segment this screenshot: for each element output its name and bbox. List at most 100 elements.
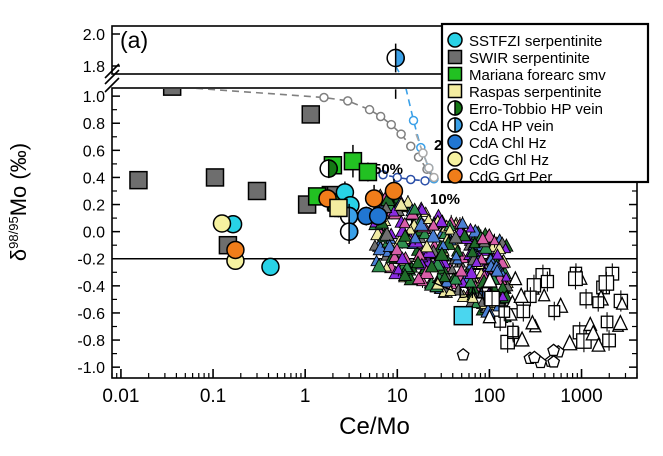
data-point-triangle — [404, 223, 417, 235]
mixing-curve — [415, 133, 435, 178]
legend-item[interactable]: Mariana forearc smv — [447, 66, 607, 84]
axis-break-slash — [104, 69, 120, 85]
data-point-triangle — [398, 216, 411, 229]
data-point-triangle — [419, 239, 434, 253]
y-tick-label: 2.0 — [83, 27, 105, 44]
legend-item[interactable]: CdA Chl Hz — [447, 134, 547, 152]
data-point-half-circle — [348, 222, 359, 241]
y-axis-label-text: δ98/95Mo (‰) — [6, 143, 31, 261]
data-point-square — [205, 168, 225, 187]
mixing-curve-node — [418, 148, 428, 158]
legend-marker-circle — [447, 134, 463, 150]
legend-item[interactable]: CdA HP vein — [447, 117, 554, 135]
legend-item[interactable]: Erro-Tobbio HP vein — [447, 100, 603, 118]
legend-item[interactable]: Raspas serpentinite — [447, 83, 602, 101]
data-point-open-triangle — [561, 333, 578, 351]
data-point-triangle — [411, 255, 425, 269]
mixing-curve-node — [343, 96, 353, 106]
data-point-circle — [384, 181, 404, 201]
data-point-square — [129, 170, 148, 190]
data-point-triangle — [397, 268, 412, 282]
legend-marker-square — [447, 49, 463, 65]
data-point-circle — [226, 240, 245, 260]
data-point-triangle — [491, 248, 504, 260]
mixing-curve-node — [364, 104, 375, 115]
data-point-square — [162, 89, 182, 96]
data-point-circle — [261, 257, 280, 277]
mixing-curve-node — [408, 115, 419, 126]
x-tick-label: 1000 — [560, 386, 602, 407]
data-point-triangle — [463, 275, 478, 288]
data-point-open-triangle — [537, 287, 551, 302]
data-point-triangle — [470, 298, 482, 309]
data-point-triangle — [464, 265, 479, 280]
legend-box — [440, 22, 650, 184]
data-point-open-pentagon — [547, 354, 561, 368]
y-tick-label: 0.6 — [83, 143, 105, 160]
data-point-triangle — [371, 257, 387, 273]
data-point-half-circle — [394, 48, 405, 68]
legend-label: Raspas serpentinite — [469, 84, 602, 101]
y-tick-label: 0.8 — [83, 116, 105, 133]
data-point-open-triangle — [591, 336, 606, 352]
data-point-triangle — [466, 291, 480, 303]
mixing-curve-node — [386, 119, 397, 130]
legend-label: SSTFZI serpentinite — [469, 33, 602, 50]
data-point-triangle — [418, 226, 432, 240]
legend-label: CdA HP vein — [469, 118, 554, 135]
legend-marker-square — [447, 66, 463, 82]
data-point-triangle — [448, 229, 463, 244]
data-point-triangle — [475, 231, 490, 245]
data-point-square — [343, 151, 363, 171]
data-point-open-triangle — [525, 314, 540, 330]
data-point-triangle — [392, 263, 405, 275]
data-point-open-triangle — [585, 324, 602, 341]
legend-item[interactable]: SWIR serpentinite — [447, 49, 590, 67]
legend-item[interactable]: CdG Grt Per — [447, 168, 552, 186]
mixing-percent-label: 50% — [373, 161, 403, 178]
data-point-triangle — [450, 249, 462, 261]
data-point-triangle — [395, 251, 410, 265]
x-tick-label: 100 — [474, 386, 506, 407]
data-point-triangle — [500, 271, 512, 282]
data-point-triangle — [408, 231, 422, 244]
data-point-triangle — [393, 197, 409, 211]
data-point-triangle — [411, 271, 426, 285]
data-point-triangle — [470, 256, 483, 267]
legend-item[interactable]: SSTFZI serpentinite — [447, 32, 602, 50]
data-point-triangle — [434, 214, 449, 228]
data-point-triangle — [456, 289, 471, 303]
y-axis-label: δ98/95Mo (‰) — [6, 143, 31, 261]
data-point-triangle — [434, 246, 450, 261]
data-point-triangle — [398, 228, 412, 242]
mixing-curve-node — [424, 163, 434, 173]
plot-frame-lower — [111, 87, 638, 379]
y-tick-label: 0.0 — [83, 225, 105, 242]
data-point-triangle — [490, 263, 505, 277]
data-point-open-triangle — [615, 296, 629, 310]
legend-label: CdG Chl Hz — [469, 152, 549, 169]
legend-item[interactable]: CdG Chl Hz — [447, 151, 549, 169]
data-point-triangle — [382, 238, 397, 253]
data-point-square — [247, 181, 267, 201]
data-point-open-triangle — [513, 286, 530, 304]
data-point-triangle — [388, 250, 401, 262]
data-point-square — [358, 162, 378, 182]
mixing-curve-node — [401, 79, 409, 87]
mixing-curve-node — [406, 141, 416, 152]
y-tick-label: -0.4 — [77, 279, 105, 296]
data-point-open-triangle — [508, 270, 523, 286]
data-point-triangle — [497, 290, 509, 302]
mixing-curve-node — [375, 111, 386, 122]
panel-label: (a) — [120, 27, 148, 53]
y-tick-label: -0.6 — [77, 306, 105, 323]
legend-marker-half — [454, 100, 463, 116]
upper-plot-area — [386, 43, 405, 73]
x-tick-label: 10 — [387, 386, 408, 407]
lower-plot-area: 50%20%10%DM — [113, 79, 636, 369]
data-point-triangle — [489, 234, 500, 246]
y-tick-label: 1.8 — [83, 59, 105, 76]
